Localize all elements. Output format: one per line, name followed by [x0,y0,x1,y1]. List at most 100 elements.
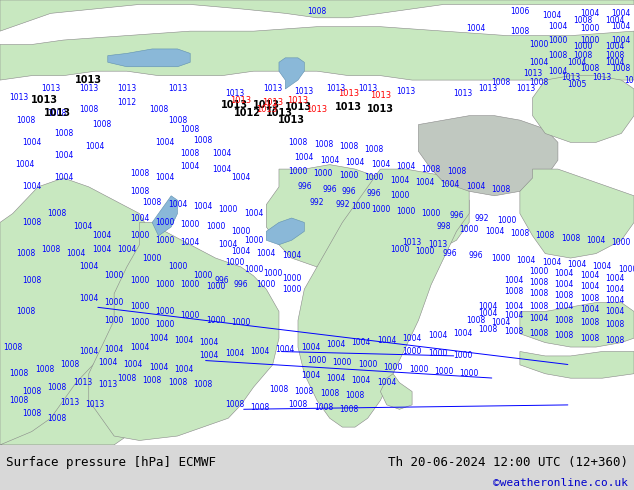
Text: 1004: 1004 [130,343,149,351]
Text: 1008: 1008 [491,185,510,194]
Text: 1008: 1008 [35,365,54,374]
Text: 1008: 1008 [504,327,523,336]
Text: 1013: 1013 [306,104,328,114]
Polygon shape [520,169,634,258]
Text: 1013: 1013 [327,84,346,94]
Text: 1008: 1008 [225,400,244,409]
Polygon shape [108,49,190,67]
Text: 1004: 1004 [301,371,320,380]
Polygon shape [152,196,178,236]
Text: 1004: 1004 [22,138,41,147]
Text: 1004: 1004 [149,334,168,343]
Text: 1008: 1008 [574,51,593,60]
Text: 1000: 1000 [460,369,479,378]
Text: 1008: 1008 [16,307,35,316]
Text: 992: 992 [475,214,489,222]
Text: 1004: 1004 [92,231,111,240]
Text: 1013: 1013 [256,104,277,114]
Text: 1004: 1004 [105,345,124,354]
Text: 1013: 1013 [86,400,105,409]
Text: 1013: 1013 [44,108,70,119]
Text: 1013: 1013 [230,96,252,104]
Text: 1004: 1004 [466,24,485,33]
Text: 1000: 1000 [434,367,453,376]
Text: 1013: 1013 [285,102,311,112]
Text: 1013: 1013 [117,84,136,94]
Text: 1008: 1008 [510,26,529,36]
Text: 1000: 1000 [155,280,174,289]
Text: 1008: 1008 [536,231,555,240]
Text: 1008: 1008 [605,51,624,60]
Text: 1008: 1008 [510,229,529,238]
Text: 1008: 1008 [22,276,41,285]
Text: 1008: 1008 [612,65,631,74]
Text: 1000: 1000 [143,253,162,263]
Text: 1013: 1013 [98,380,117,390]
Text: 1008: 1008 [288,400,307,409]
Polygon shape [418,116,558,196]
Text: 1004: 1004 [92,245,111,254]
Text: 1008: 1008 [168,116,187,124]
Text: 1008: 1008 [181,124,200,134]
Polygon shape [520,351,634,378]
Text: 1008: 1008 [580,65,599,74]
Text: 1004: 1004 [212,165,231,173]
Text: 1008: 1008 [529,78,548,87]
Text: 1013: 1013 [278,115,305,125]
Text: 1004: 1004 [181,162,200,171]
Text: 1000: 1000 [181,311,200,320]
Text: 1004: 1004 [529,58,548,67]
Text: 1004: 1004 [79,347,98,356]
Text: 1000: 1000 [460,224,479,234]
Text: 1004: 1004 [54,151,73,160]
Text: 1000: 1000 [352,202,371,211]
Text: 1004: 1004 [567,260,586,269]
Text: 996: 996 [341,187,356,196]
Text: 1004: 1004 [200,338,219,347]
Text: 1008: 1008 [555,331,574,341]
Text: 1004: 1004 [67,249,86,258]
Text: 1004: 1004 [504,276,523,285]
Text: 1004: 1004 [231,247,250,256]
Text: 1013: 1013 [168,84,187,94]
Text: 1013: 1013 [561,74,580,82]
Text: 1004: 1004 [327,341,346,349]
Text: 1004: 1004 [586,236,605,245]
Text: 1000: 1000 [105,298,124,307]
Text: 1000: 1000 [282,273,301,283]
Text: 1008: 1008 [22,218,41,227]
Text: 1000: 1000 [358,360,377,369]
Text: 1004: 1004 [605,58,624,67]
Text: 1013: 1013 [358,84,377,94]
Text: 1004: 1004 [555,280,574,289]
Text: 1000: 1000 [130,318,149,327]
Text: 1000: 1000 [130,302,149,312]
Text: 1000: 1000 [453,351,472,361]
Text: 1013: 1013 [41,84,60,94]
Text: 1004: 1004 [612,36,631,45]
Text: 1004: 1004 [54,173,73,182]
Text: 1000: 1000 [396,207,415,216]
Text: 1004: 1004 [612,22,631,31]
Text: 1000: 1000 [491,253,510,263]
Text: 1013: 1013 [263,84,282,94]
Text: 1000: 1000 [231,318,250,327]
Text: 1004: 1004 [441,180,460,189]
Text: 1004: 1004 [428,331,447,341]
Text: 1000: 1000 [529,40,548,49]
Text: 1004: 1004 [403,334,422,343]
Text: 1000: 1000 [422,209,441,218]
Polygon shape [266,218,304,245]
Text: 1008: 1008 [269,385,288,394]
Polygon shape [298,169,469,427]
Text: ©weatheronline.co.uk: ©weatheronline.co.uk [493,478,628,488]
Text: 1008: 1008 [193,136,212,145]
Text: 1004: 1004 [79,294,98,303]
Text: 1004: 1004 [605,42,624,51]
Text: 1004: 1004 [555,269,574,278]
Text: 1004: 1004 [79,263,98,271]
Text: 1008: 1008 [314,403,333,412]
Text: 1004: 1004 [327,374,346,383]
Text: 1008: 1008 [314,140,333,149]
Text: 1000: 1000 [225,258,244,267]
